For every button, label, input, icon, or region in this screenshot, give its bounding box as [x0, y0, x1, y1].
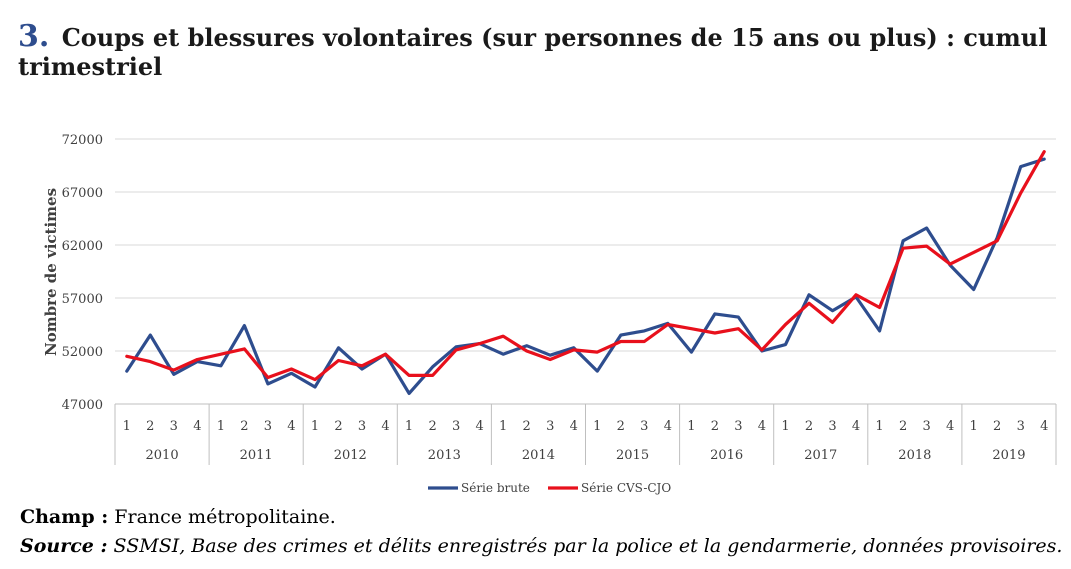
x-tick-year: 2014 — [522, 448, 555, 463]
y-tick-label: 62000 — [62, 239, 103, 254]
title-number: 3. — [18, 19, 50, 54]
x-tick-quarter: 2 — [617, 419, 625, 434]
x-tick-year: 2019 — [992, 448, 1025, 463]
x-tick-quarter: 4 — [1040, 419, 1048, 434]
source-label: Source : — [20, 535, 108, 557]
x-tick-quarter: 3 — [734, 419, 742, 434]
chart-title: 3. Coups et blessures volontaires (sur p… — [18, 19, 1058, 82]
x-tick-quarter: 2 — [993, 419, 1001, 434]
y-tick-label: 52000 — [62, 345, 103, 360]
x-tick-year: 2017 — [804, 448, 837, 463]
y-axis-label: Nombre de victimes — [42, 188, 60, 356]
series-line — [125, 150, 1046, 382]
x-tick-quarter: 4 — [475, 419, 483, 434]
x-tick-quarter: 1 — [875, 419, 883, 434]
footer-champ: Champ : France métropolitaine. — [20, 506, 336, 528]
x-tick-quarter: 2 — [240, 419, 248, 434]
x-tick-quarter: 2 — [899, 419, 907, 434]
x-tick-quarter: 3 — [452, 419, 460, 434]
x-tick-quarter: 2 — [805, 419, 813, 434]
x-tick-quarter: 3 — [264, 419, 272, 434]
x-tick-quarter: 3 — [546, 419, 554, 434]
x-tick-year: 2012 — [334, 448, 367, 463]
x-tick-quarter: 4 — [664, 419, 672, 434]
x-tick-quarter: 2 — [711, 419, 719, 434]
x-tick-quarter: 1 — [405, 419, 413, 434]
x-tick-year: 2013 — [428, 448, 461, 463]
x-tick-quarter: 1 — [687, 419, 695, 434]
champ-text: France métropolitaine. — [108, 506, 336, 528]
x-tick-quarter: 1 — [123, 419, 131, 434]
legend: Série brute Série CVS-CJO — [428, 481, 671, 495]
x-tick-quarter: 3 — [1017, 419, 1025, 434]
x-tick-year: 2018 — [898, 448, 931, 463]
x-tick-quarter: 4 — [570, 419, 578, 434]
y-tick-label: 72000 — [62, 133, 103, 148]
x-tick-quarter: 1 — [311, 419, 319, 434]
x-tick-quarter: 3 — [170, 419, 178, 434]
x-tick-quarter: 4 — [193, 419, 201, 434]
x-tick-quarter: 1 — [781, 419, 789, 434]
x-tick-quarter: 3 — [640, 419, 648, 434]
x-tick-quarter: 2 — [146, 419, 154, 434]
title-text: Coups et blessures volontaires (sur pers… — [18, 23, 1048, 81]
series-lines — [125, 150, 1046, 395]
x-tick-quarter: 1 — [217, 419, 225, 434]
legend-label: Série CVS-CJO — [581, 481, 671, 495]
x-tick-quarter: 3 — [828, 419, 836, 434]
x-tick-quarter: 3 — [922, 419, 930, 434]
x-tick-quarter: 2 — [523, 419, 531, 434]
x-tick-quarter: 1 — [499, 419, 507, 434]
x-tick-quarter: 4 — [946, 419, 954, 434]
x-tick-quarter: 4 — [852, 419, 860, 434]
x-tick-year: 2010 — [146, 448, 179, 463]
x-tick-quarter: 4 — [287, 419, 295, 434]
x-tick-year: 2011 — [240, 448, 273, 463]
y-tick-label: 47000 — [62, 398, 103, 413]
x-tick-quarter: 3 — [358, 419, 366, 434]
legend-label: Série brute — [461, 481, 530, 495]
x-tick-quarter: 4 — [758, 419, 766, 434]
y-axis-ticks: 72000 67000 62000 57000 52000 47000 — [62, 133, 103, 413]
x-tick-quarter: 1 — [593, 419, 601, 434]
footer-source: Source : SSMSI, Base des crimes et délit… — [20, 535, 1062, 557]
y-tick-label: 57000 — [62, 292, 103, 307]
champ-label: Champ : — [20, 506, 109, 528]
x-tick-year: 2016 — [710, 448, 743, 463]
x-tick-year: 2015 — [616, 448, 649, 463]
x-tick-quarter: 2 — [428, 419, 436, 434]
y-tick-label: 67000 — [62, 186, 103, 201]
source-text: SSMSI, Base des crimes et délits enregis… — [107, 535, 1063, 557]
x-tick-quarter: 4 — [381, 419, 389, 434]
series-line — [125, 157, 1046, 395]
x-tick-quarter: 1 — [970, 419, 978, 434]
x-tick-quarter: 2 — [334, 419, 342, 434]
